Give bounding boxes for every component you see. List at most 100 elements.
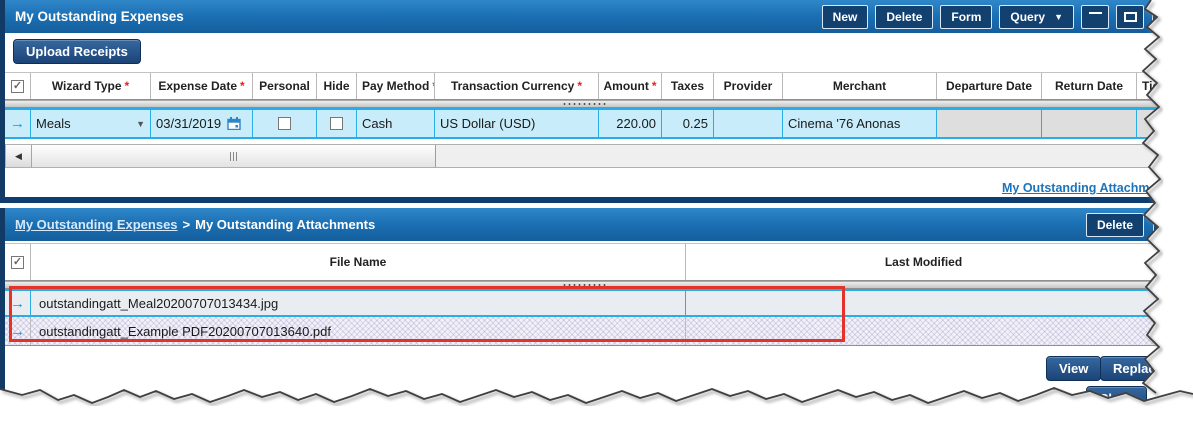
return-date-cell [1042, 110, 1137, 137]
query-button[interactable]: Query ▼ [999, 4, 1074, 29]
column-header-last-modified: Last Modified [686, 244, 1162, 280]
required-asterisk: * [651, 79, 657, 93]
personal-cell [253, 110, 317, 137]
grip-dots-icon [561, 283, 606, 287]
breadcrumb-current: My Outstanding Attachments [195, 217, 376, 232]
new-button[interactable]: New [821, 4, 869, 29]
column-header-provider: Provider [714, 73, 783, 99]
breadcrumb-separator: > [182, 217, 191, 232]
attachments-toolbar: Delete [1085, 212, 1152, 237]
form-button[interactable]: Form [940, 4, 993, 29]
attachment-row[interactable]: → outstandingatt_Example PDF202007070136… [5, 317, 1162, 346]
view-button[interactable]: View [1046, 356, 1102, 381]
breadcrumb-expenses-link[interactable]: My Outstanding Expenses [15, 217, 178, 232]
column-label: Provider [723, 79, 773, 93]
column-header-transaction-currency: Transaction Currency * [435, 73, 599, 99]
departure-date-cell [937, 110, 1042, 137]
expenses-title-bar: My Outstanding Expenses New Delete Form … [5, 0, 1162, 33]
required-asterisk: * [432, 79, 434, 93]
taxes-cell[interactable]: 0.25 [662, 110, 714, 137]
column-header-ticket: Ticket [1137, 73, 1162, 99]
attachment-row[interactable]: → outstandingatt_Meal20200707013434.jpg [5, 289, 1162, 317]
column-label: Departure Date [945, 79, 1033, 93]
column-label: Expense Date [158, 79, 238, 93]
row-selector-cell[interactable]: → [5, 110, 31, 137]
calendar-icon[interactable] [227, 117, 241, 130]
row-selector-cell[interactable]: → [5, 291, 31, 315]
column-header-wizard-type: Wizard Type * [31, 73, 151, 99]
expense-row[interactable]: → Meals ▼ 03/31/2019 Cash US Dollar (USD… [5, 108, 1162, 139]
personal-checkbox[interactable] [278, 117, 291, 130]
dropdown-arrow-icon[interactable]: ▼ [136, 118, 145, 129]
column-label: Last Modified [884, 255, 963, 269]
column-label: Merchant [832, 79, 887, 93]
select-all-cell: ✓ [5, 244, 31, 280]
column-label: Ticket [1142, 79, 1162, 93]
row-selector-cell[interactable]: → [5, 317, 31, 345]
column-header-merchant: Merchant [783, 73, 937, 99]
replace-button[interactable]: Replace [1100, 356, 1176, 381]
select-all-checkbox[interactable]: ✓ [11, 255, 24, 269]
select-all-checkbox[interactable]: ✓ [11, 79, 24, 93]
minimize-button[interactable] [1081, 4, 1109, 29]
expense-date-cell[interactable]: 03/31/2019 [151, 110, 253, 137]
scrollbar-thumb[interactable] [32, 145, 436, 167]
column-label: Amount [603, 79, 649, 93]
column-header-personal: Personal [253, 73, 317, 99]
horizontal-scrollbar[interactable]: ◀ [5, 144, 1162, 168]
file-name-cell[interactable]: outstandingatt_Meal20200707013434.jpg [31, 291, 686, 315]
last-modified-cell [686, 317, 1162, 345]
delete-button[interactable]: Delete [875, 4, 934, 29]
close-button[interactable]: Close [1086, 386, 1148, 411]
wizard-type-cell[interactable]: Meals ▼ [31, 110, 151, 137]
column-label: Transaction Currency [450, 79, 575, 93]
current-row-arrow-icon: → [10, 115, 25, 132]
column-header-departure-date: Departure Date [937, 73, 1042, 99]
file-name-cell[interactable]: outstandingatt_Example PDF20200707013640… [31, 317, 686, 345]
column-label: Return Date [1054, 79, 1123, 93]
scroll-left-arrow-icon: ◀ [15, 150, 22, 161]
expense-date-value: 03/31/2019 [156, 116, 222, 131]
minimize-icon [1088, 11, 1102, 14]
provider-cell[interactable] [714, 110, 783, 137]
attachments-grid-header: ✓ File Name Last Modified [5, 243, 1162, 281]
column-header-taxes: Taxes [662, 73, 714, 99]
column-header-pay-method: Pay Method* [357, 73, 435, 99]
column-header-amount: Amount * [599, 73, 662, 99]
maximize-icon [1123, 11, 1137, 22]
maximize-button[interactable] [1116, 4, 1144, 29]
column-label: Personal [259, 79, 310, 93]
required-asterisk: * [577, 79, 583, 93]
attachments-title-bar: My Outstanding Expenses > My Outstanding… [5, 208, 1162, 241]
partial-torn-button [1153, 214, 1167, 238]
attachments-delete-button[interactable]: Delete [1085, 212, 1144, 237]
grid-splitter-handle[interactable] [5, 281, 1162, 289]
grid-splitter-handle[interactable] [5, 100, 1162, 108]
hide-checkbox[interactable] [330, 117, 343, 130]
select-all-cell: ✓ [5, 73, 31, 99]
column-header-hide: Hide [317, 73, 357, 99]
ticket-cell [1137, 110, 1162, 137]
column-label: Pay Method [362, 79, 430, 93]
merchant-cell[interactable]: Cinema '76 Anonas [783, 110, 937, 137]
current-row-arrow-icon: → [10, 294, 25, 312]
column-label: Taxes [670, 79, 705, 93]
transaction-currency-cell[interactable]: US Dollar (USD) [435, 110, 599, 137]
scroll-left-button[interactable]: ◀ [6, 145, 32, 167]
amount-cell[interactable]: 220.00 [599, 110, 662, 137]
column-header-file-name: File Name [31, 244, 686, 280]
wizard-type-value: Meals [36, 116, 71, 131]
column-label: File Name [329, 255, 387, 269]
expenses-toolbar: New Delete Form Query ▼ [821, 4, 1152, 29]
upload-receipts-button[interactable]: Upload Receipts [13, 39, 141, 64]
last-modified-cell [686, 291, 1162, 315]
column-label: Hide [323, 79, 350, 93]
required-asterisk: * [124, 79, 130, 93]
pay-method-cell[interactable]: Cash [357, 110, 435, 137]
my-outstanding-attachments-link[interactable]: My Outstanding Attachments [1002, 181, 1176, 195]
required-asterisk: * [240, 79, 245, 93]
page-title: My Outstanding Expenses [15, 9, 184, 24]
column-header-expense-date: Expense Date * [151, 73, 253, 99]
grip-dots-icon [561, 102, 606, 106]
